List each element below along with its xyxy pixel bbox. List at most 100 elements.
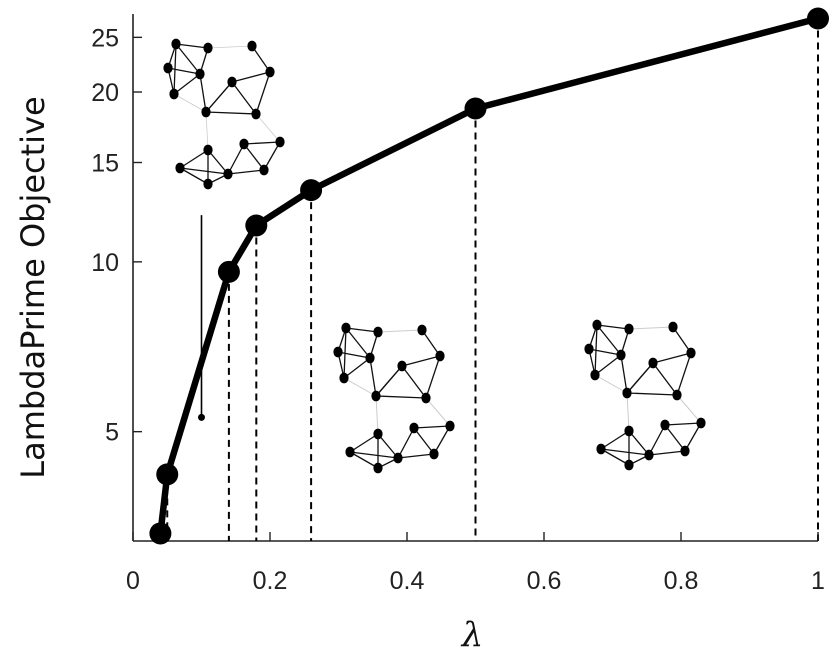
network-node (373, 428, 383, 440)
network-edge (173, 43, 177, 95)
network-node (201, 106, 211, 118)
network-edge (588, 348, 622, 356)
network-edge (433, 425, 451, 455)
y-tick-label: 25 (91, 24, 119, 52)
network-node (421, 392, 431, 404)
network-edge (401, 365, 427, 399)
network-edge (664, 424, 686, 452)
network-edge-faint (594, 374, 628, 394)
network-node (259, 164, 269, 176)
network-node (622, 387, 632, 399)
data-point (149, 522, 172, 545)
network-node (239, 138, 249, 150)
network-node (365, 352, 375, 364)
network-edge (243, 143, 265, 171)
y-axis-label: LambdaPrime Objective (14, 96, 52, 478)
network-edge (175, 43, 201, 75)
network-node (584, 343, 594, 355)
network-node (592, 319, 602, 331)
network-insets (163, 38, 706, 474)
network-edge-faint (375, 395, 379, 435)
network-node (345, 446, 355, 458)
network-edge (596, 324, 630, 330)
network-edge (205, 81, 233, 113)
series (149, 7, 829, 545)
network-edge (401, 355, 441, 367)
network-edge (684, 422, 702, 452)
network-edge (243, 141, 281, 145)
network-edge (255, 71, 271, 115)
network-node (680, 445, 690, 457)
data-point (217, 260, 240, 283)
network-edge (175, 43, 209, 49)
network-node (672, 389, 682, 401)
network-edge (345, 327, 371, 359)
data-point (245, 214, 268, 237)
network-edge (227, 143, 245, 175)
network-edge (349, 451, 399, 459)
network-edge (672, 326, 692, 354)
network-edge (600, 448, 630, 466)
network-node (616, 349, 626, 361)
network-edge (231, 81, 257, 115)
network-node (169, 88, 179, 100)
network-edge (626, 392, 678, 396)
network-node (265, 66, 275, 78)
network-edge (664, 422, 702, 426)
x-tick-label: 0.2 (253, 567, 288, 595)
network-edge-faint (205, 111, 209, 151)
network-node (624, 459, 634, 471)
network-edge (600, 430, 630, 450)
data-point (300, 179, 323, 202)
network-edge (652, 362, 678, 396)
network-edge (343, 357, 371, 379)
network-edge (600, 448, 650, 456)
network-edge-faint (425, 397, 451, 427)
network-node (247, 40, 257, 52)
x-tick-label: 1 (811, 567, 825, 595)
network-edge (349, 451, 379, 469)
network-edge (377, 433, 399, 459)
network-edge (628, 430, 650, 456)
y-tick-label: 15 (91, 150, 119, 178)
network-node (333, 346, 343, 358)
network-edge (375, 365, 403, 397)
network-node (223, 168, 233, 180)
network-node (696, 417, 706, 429)
data-point (464, 97, 487, 120)
network-edge (626, 362, 654, 394)
network-node (371, 390, 381, 402)
network-edge (345, 327, 379, 333)
network-edge (397, 453, 435, 459)
network-node (668, 321, 678, 333)
network-node (203, 178, 213, 190)
network-node (175, 162, 185, 174)
network-edge (179, 149, 209, 169)
x-tick-label: 0.8 (664, 567, 699, 595)
network-node (435, 350, 445, 362)
network-node (339, 372, 349, 384)
network-edge (205, 111, 257, 115)
network-edge-faint (255, 113, 281, 143)
network-node (195, 68, 205, 80)
series-line (157, 15, 822, 537)
network-edge (413, 427, 435, 455)
network-edge (421, 329, 441, 357)
network-node (624, 425, 634, 437)
network-inset-middle (333, 322, 455, 474)
network-inset-left (163, 38, 285, 190)
network-edge (343, 327, 347, 379)
network-node (171, 38, 181, 50)
x-axis-label: λ (460, 615, 484, 653)
network-node (409, 422, 419, 434)
network-node (596, 443, 606, 455)
network-edge (425, 355, 441, 399)
y-tick-label: 10 (91, 249, 119, 277)
network-node (686, 347, 696, 359)
network-edge (167, 67, 201, 75)
network-node (397, 360, 407, 372)
network-edge (173, 73, 201, 95)
network-edge (179, 167, 209, 185)
network-edge (594, 354, 622, 376)
annotation-dot (198, 413, 205, 421)
